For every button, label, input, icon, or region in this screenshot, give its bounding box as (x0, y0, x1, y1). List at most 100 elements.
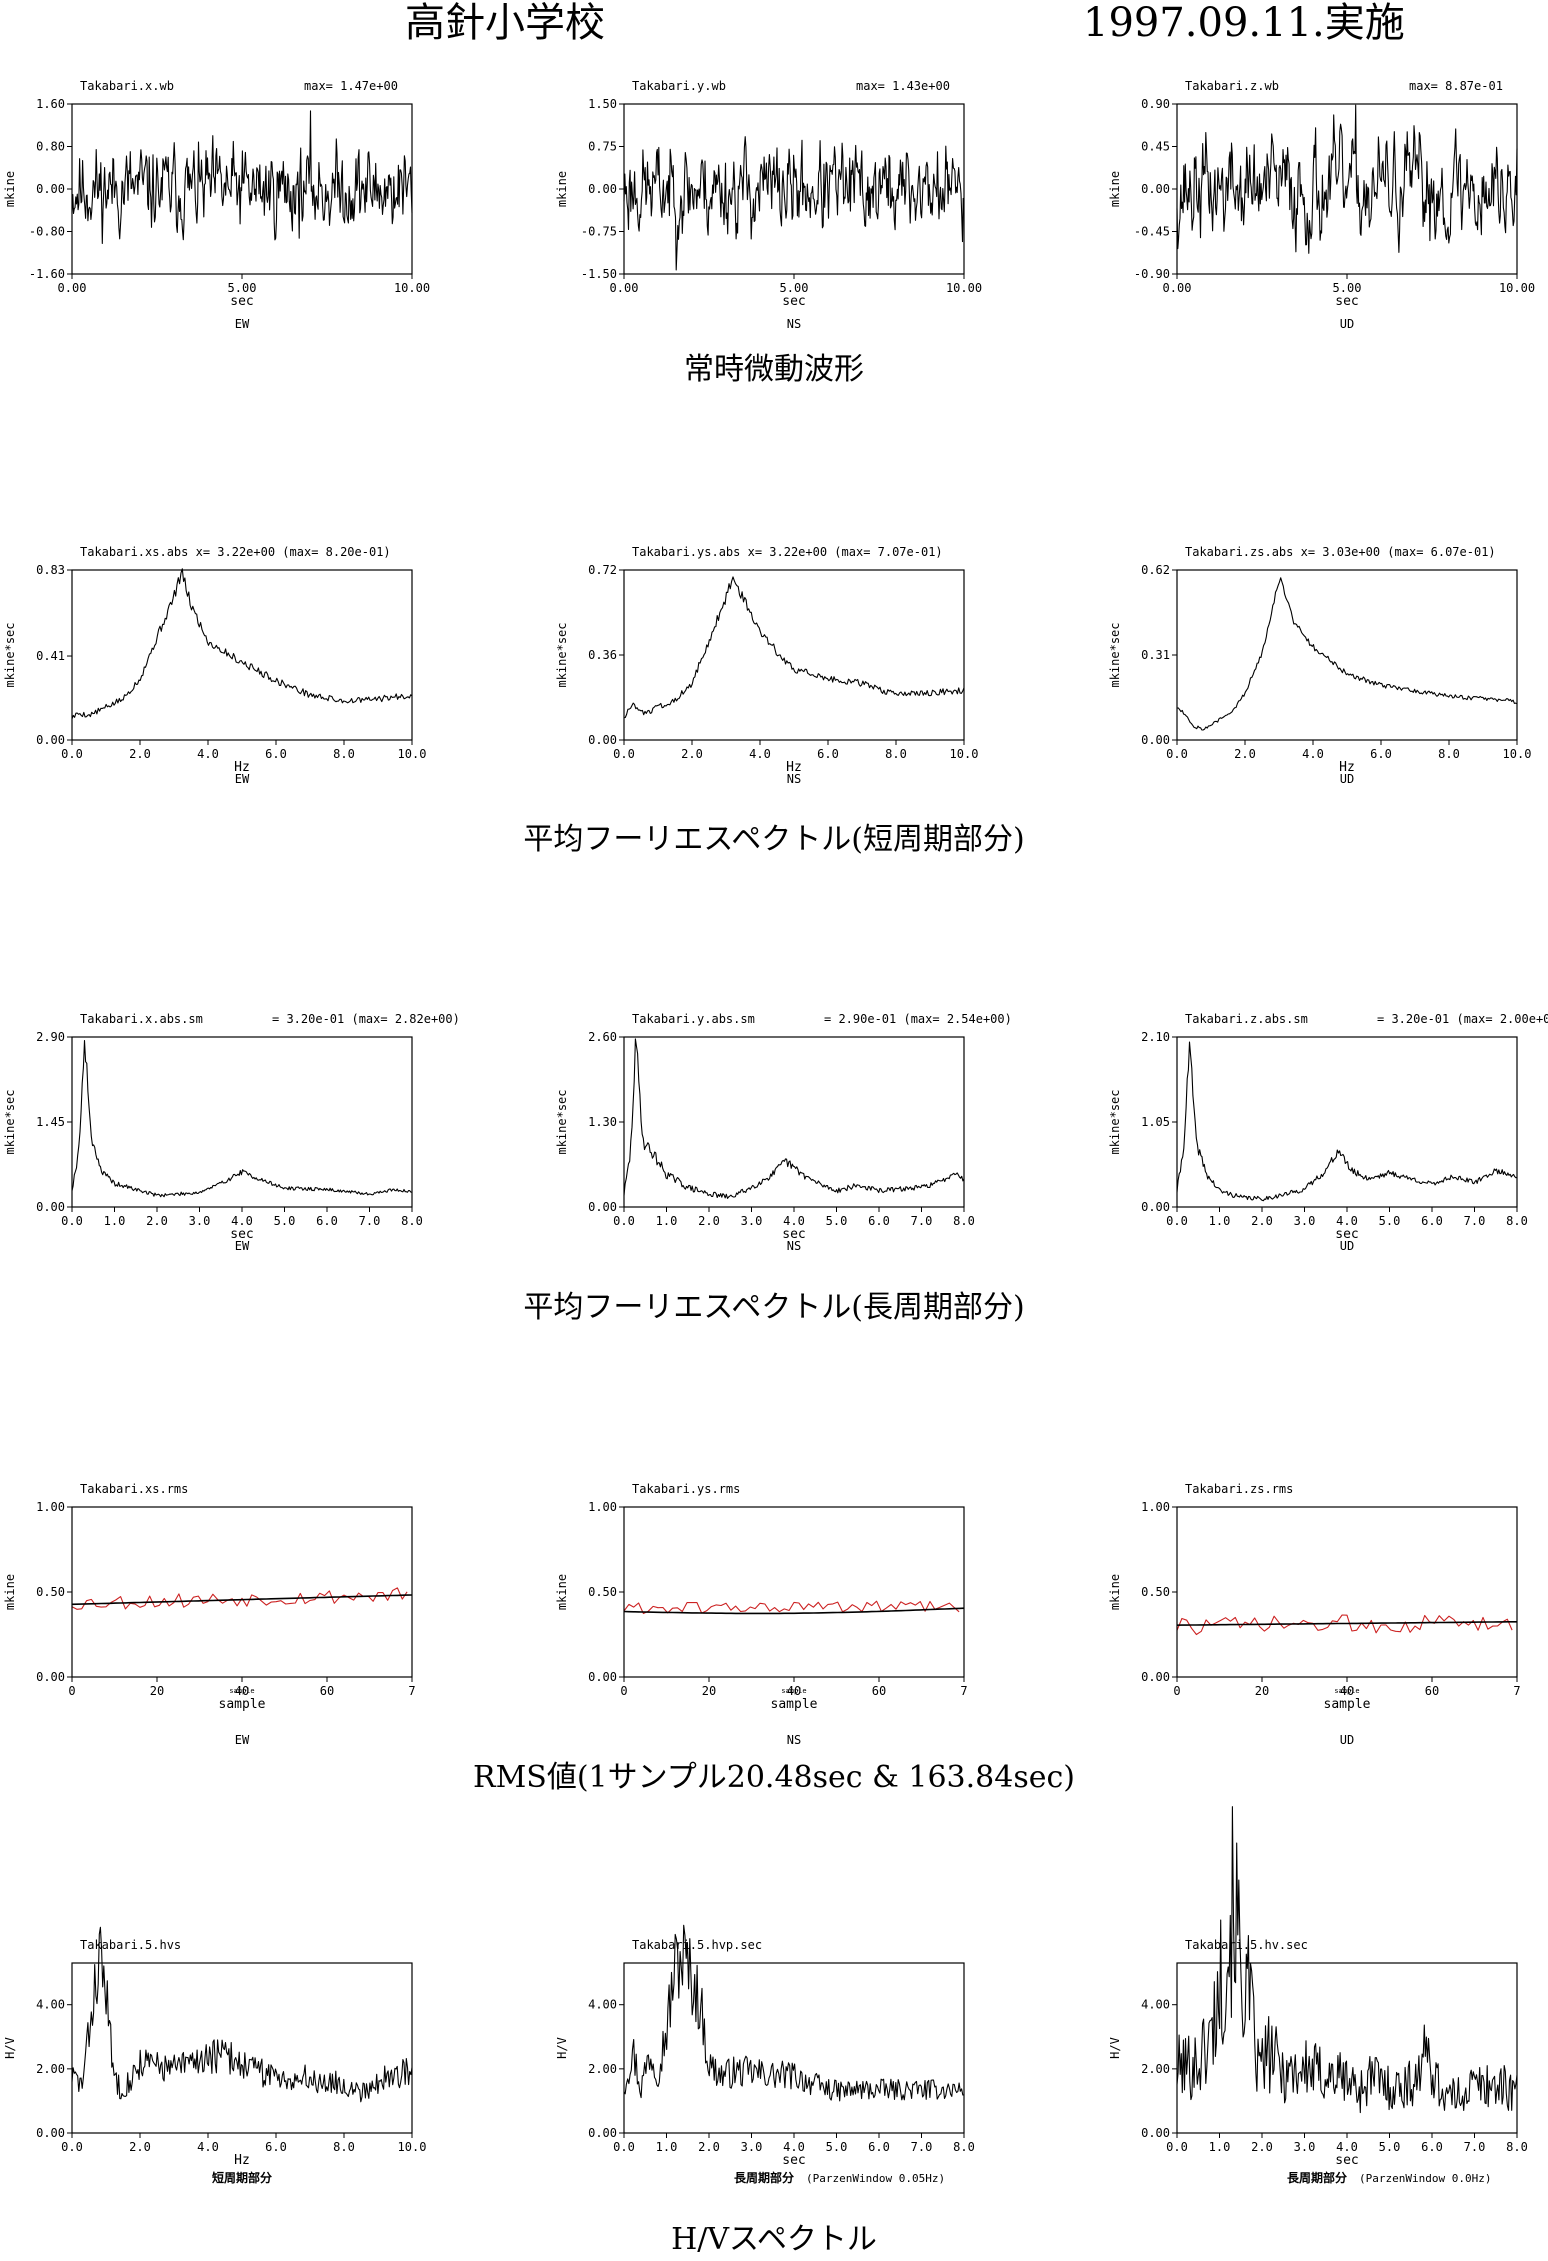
y-tick-label: -0.80 (29, 225, 65, 239)
y-tick-label: 0.00 (588, 1200, 617, 1214)
y-tick-label: 0.00 (588, 1670, 617, 1684)
x-axis-label: sample (219, 1697, 266, 1712)
component-label: UD (1340, 317, 1354, 331)
x-tick-label: 0.00 (1163, 281, 1192, 295)
chart-info: = 2.90e-01 (max= 2.54e+00) (824, 1012, 1012, 1026)
y-tick-label: 0.00 (1141, 1200, 1170, 1214)
chart-title: Takabari.zs.rms (1185, 1482, 1293, 1496)
y-tick-label: 1.00 (1141, 1500, 1170, 1514)
x-tick-label: 10.00 (394, 281, 430, 295)
chart-info: max= 8.87e-01 (1409, 79, 1503, 93)
chart-title: Takabari.ys.abs x= 3.22e+00 (max= 7.07e-… (632, 545, 943, 559)
x-tick-label: 10.0 (398, 747, 427, 761)
series-line-0 (71, 110, 413, 245)
plot-frame (623, 569, 965, 741)
x-tick-label: 7.0 (1464, 2140, 1486, 2154)
chart-short-ew: 0.00 0.41 0.83 0.0 2.0 4.0 6.0 8.0 10.0 Takabari.… (3, 545, 426, 786)
x-tick-label: 0 (68, 1684, 75, 1698)
x-axis-note: sample (1334, 1687, 1359, 1695)
chart-hv-long: 0.00 2.00 4.00 0.0 1.0 2.0 3.0 4.0 5.0 6.0 7.0 8.0 T… (1108, 1806, 1528, 2185)
x-axis-label: Hz (1339, 760, 1355, 775)
x-axis-label: sec (1335, 294, 1358, 309)
chart-title: Takabari.5.hvs (80, 1938, 181, 1952)
component-label: UD (1340, 772, 1354, 786)
plot-frame (623, 1962, 965, 2134)
y-tick-label: 0.36 (588, 648, 617, 662)
y-tick-label: 0.00 (36, 182, 65, 196)
x-tick-label: 8.0 (1506, 1214, 1528, 1228)
chart-title: Takabari.5.hv.sec (1185, 1938, 1308, 1952)
x-axis-note: sample (229, 1687, 254, 1695)
series-line-1 (623, 1607, 965, 1615)
x-tick-label: 5.0 (826, 1214, 848, 1228)
x-tick-label: 8.0 (953, 2140, 975, 2154)
chart-title: Takabari.ys.rms (632, 1482, 740, 1496)
y-tick-label: 1.50 (588, 97, 617, 111)
x-tick-label: 6.0 (265, 747, 287, 761)
x-tick-label: 0.0 (1166, 1214, 1188, 1228)
chart-title: Takabari.x.wb (80, 79, 174, 93)
component-label: EW (235, 1239, 250, 1253)
chart-title: Takabari.z.abs.sm (1185, 1012, 1308, 1026)
plot-frame (71, 569, 413, 741)
chart-short-ud: 0.00 0.31 0.62 0.0 2.0 4.0 6.0 8.0 10.0 Takabari.… (1108, 545, 1531, 786)
y-tick-label: 0.50 (588, 1585, 617, 1599)
x-tick-label: 0 (1173, 1684, 1180, 1698)
y-axis-label: mkine (555, 1574, 569, 1610)
component-label: EW (235, 317, 250, 331)
x-tick-label: 10.00 (1499, 281, 1535, 295)
y-tick-label: 2.00 (36, 2062, 65, 2076)
x-tick-label: 2.0 (129, 747, 151, 761)
chart-long-ew: 0.00 1.45 2.90 0.0 1.0 2.0 3.0 4.0 5.0 6.0 7.0 8.0 T… (3, 1012, 460, 1253)
component-label: EW (235, 1733, 250, 1747)
y-axis-label: mkine (1108, 1574, 1122, 1610)
y-tick-label: 0.00 (36, 1200, 65, 1214)
x-tick-label: 40 (235, 1684, 249, 1698)
series-line-1 (71, 1594, 413, 1606)
y-axis-label: mkine (3, 1574, 17, 1610)
x-tick-label: 6.0 (1421, 2140, 1443, 2154)
y-axis-label: mkine*sec (1108, 1089, 1122, 1154)
x-tick-label: 4.0 (1336, 2140, 1358, 2154)
series-line-0 (623, 1924, 964, 2102)
x-axis-note: sample (781, 1687, 806, 1695)
x-tick-label: 7.0 (911, 2140, 933, 2154)
x-tick-label: 60 (872, 1684, 886, 1698)
x-tick-label: 0.0 (1166, 747, 1188, 761)
x-tick-label: 1.0 (656, 1214, 678, 1228)
section-title-long-spectrum: 平均フーリエスペクトル(長周期部分) (523, 1290, 1025, 1325)
x-axis-label: sample (1324, 1697, 1371, 1712)
chart-wave-ud: -0.90 -0.45 0.00 0.45 0.90 0.00 5.00 10.00 Takab… (1108, 79, 1535, 331)
x-tick-label: 0.0 (61, 1214, 83, 1228)
x-tick-label: 4.0 (1302, 747, 1324, 761)
section-title-short-spectrum: 平均フーリエスペクトル(短周期部分) (523, 822, 1025, 857)
x-tick-label: 0.0 (613, 747, 635, 761)
y-tick-label: 2.00 (1141, 2062, 1170, 2076)
x-tick-label: 4.0 (783, 2140, 805, 2154)
component-label: NS (787, 1239, 801, 1253)
y-axis-label: mkine (3, 171, 17, 207)
component-label: UD (1340, 1239, 1354, 1253)
x-tick-label: 4.0 (1336, 1214, 1358, 1228)
x-tick-label: 8.0 (333, 2140, 355, 2154)
x-tick-label: 2.0 (1251, 2140, 1273, 2154)
plot-frame (1176, 1962, 1518, 2134)
x-tick-label: 7 (408, 1684, 415, 1698)
y-tick-label: -0.45 (1134, 225, 1170, 239)
series-line-0 (623, 576, 965, 719)
component-label: 長周期部分 (734, 2170, 794, 2185)
y-tick-label: 2.90 (36, 1030, 65, 1044)
x-tick-label: 6.0 (1421, 1214, 1443, 1228)
y-tick-label: 0.90 (1141, 97, 1170, 111)
y-axis-label: mkine (555, 171, 569, 207)
x-tick-label: 2.0 (1251, 1214, 1273, 1228)
y-axis-label: mkine*sec (3, 1089, 17, 1154)
y-axis-label: H/V (1108, 2037, 1122, 2059)
component-label: NS (787, 1733, 801, 1747)
chart-rms-ud: 0.00 0.50 1.00 0 20 40 60 7 Takabari.zs.rms mkine… (1108, 1482, 1521, 1747)
x-tick-label: 4.0 (231, 1214, 253, 1228)
component-label: 長周期部分 (1287, 2170, 1347, 2185)
x-tick-label: 10.0 (1503, 747, 1532, 761)
x-tick-label: 5.00 (228, 281, 257, 295)
y-tick-label: 0.50 (1141, 1585, 1170, 1599)
